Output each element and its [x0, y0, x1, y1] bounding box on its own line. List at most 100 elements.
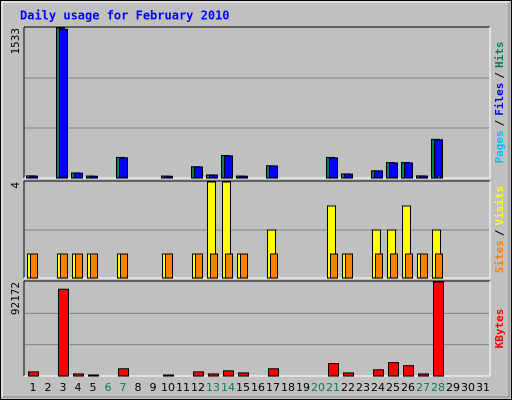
legend-separator: /: [493, 229, 506, 236]
x-tick-label: 10: [161, 381, 175, 394]
bar: [403, 365, 414, 377]
legend: KBytes: [493, 309, 506, 349]
x-tick-label: 23: [356, 381, 370, 394]
bar: [75, 253, 83, 279]
legend-entry: Pages: [493, 130, 506, 163]
panel: [24, 27, 490, 178]
y-tick-label: 4: [9, 182, 22, 189]
x-tick-label: 20: [311, 381, 325, 394]
bar: [225, 253, 233, 279]
bar: [404, 162, 413, 179]
x-tick-label: 12: [191, 381, 205, 394]
bar: [195, 253, 203, 279]
x-tick-label: 22: [341, 381, 355, 394]
bar: [224, 155, 233, 179]
bar: [73, 373, 84, 377]
legend-separator: /: [493, 72, 506, 79]
bar: [268, 368, 279, 377]
bar: [388, 362, 399, 377]
x-tick-label: 4: [75, 381, 82, 394]
bar: [119, 157, 128, 179]
x-tick-label: 2: [45, 381, 52, 394]
x-tick-label: 18: [281, 381, 295, 394]
legend-entry: KBytes: [493, 309, 506, 349]
bar: [328, 363, 339, 377]
bar: [210, 253, 218, 279]
chart-title: Daily usage for February 2010: [20, 9, 230, 23]
legend: Pages / Files / Hits: [493, 42, 506, 164]
x-tick-label: 14: [221, 381, 235, 394]
x-tick-label: 3: [60, 381, 67, 394]
bar: [58, 288, 69, 377]
bar: [329, 157, 338, 179]
bar: [390, 253, 398, 279]
y-tick-label: 1533: [9, 28, 22, 55]
x-tick-label: 17: [266, 381, 280, 394]
x-tick-label: 15: [236, 381, 250, 394]
x-tick-label: 9: [150, 381, 157, 394]
bar: [343, 372, 354, 377]
bar: [435, 253, 443, 279]
bar: [373, 369, 384, 377]
legend: Sites / Visits: [493, 186, 506, 274]
panel: [24, 281, 490, 376]
bar: [332, 176, 336, 179]
x-tick-label: 11: [176, 381, 190, 394]
bar: [270, 253, 278, 279]
bar: [269, 165, 278, 179]
bar: [28, 371, 39, 377]
bar: [227, 176, 231, 179]
x-tick-label: 7: [120, 381, 127, 394]
bar: [208, 373, 219, 377]
legend-entry: Visits: [493, 186, 506, 226]
bar: [420, 253, 428, 279]
legend-separator: /: [493, 119, 506, 126]
legend-entry: Hits: [493, 42, 506, 69]
bar: [30, 253, 38, 279]
bar: [433, 281, 444, 377]
bar: [118, 368, 129, 377]
y-tick-label: 92172: [9, 282, 22, 315]
bar: [345, 253, 353, 279]
bar: [375, 253, 383, 279]
x-tick-label: 19: [296, 381, 310, 394]
bar: [120, 253, 128, 279]
x-tick-label: 31: [476, 381, 490, 394]
x-tick-label: 13: [206, 381, 220, 394]
bar: [122, 176, 126, 179]
bar: [240, 253, 248, 279]
bar: [59, 28, 68, 179]
x-tick-label: 25: [386, 381, 400, 394]
x-tick-label: 29: [446, 381, 460, 394]
legend-entry: Sites: [493, 240, 506, 273]
bar: [437, 175, 441, 179]
bar: [223, 370, 234, 377]
x-tick-label: 16: [251, 381, 265, 394]
bar: [434, 139, 443, 179]
x-tick-label: 24: [371, 381, 385, 394]
bar: [62, 176, 66, 179]
bar: [238, 372, 249, 377]
bar: [88, 374, 99, 377]
bar: [374, 170, 383, 179]
bar: [194, 166, 203, 179]
x-tick-label: 1: [30, 381, 37, 394]
bar: [165, 253, 173, 279]
x-tick-label: 26: [401, 381, 415, 394]
x-tick-label: 28: [431, 381, 445, 394]
bar: [60, 253, 68, 279]
legend-entry: Files: [493, 83, 506, 116]
bar: [90, 253, 98, 279]
bar: [330, 253, 338, 279]
x-tick-label: 5: [90, 381, 97, 394]
bar: [405, 253, 413, 279]
bar: [418, 373, 429, 377]
x-tick-label: 8: [135, 381, 142, 394]
bar: [389, 162, 398, 179]
x-tick-label: 6: [105, 381, 112, 394]
bar: [163, 374, 174, 377]
bar: [193, 371, 204, 377]
x-tick-label: 30: [461, 381, 475, 394]
